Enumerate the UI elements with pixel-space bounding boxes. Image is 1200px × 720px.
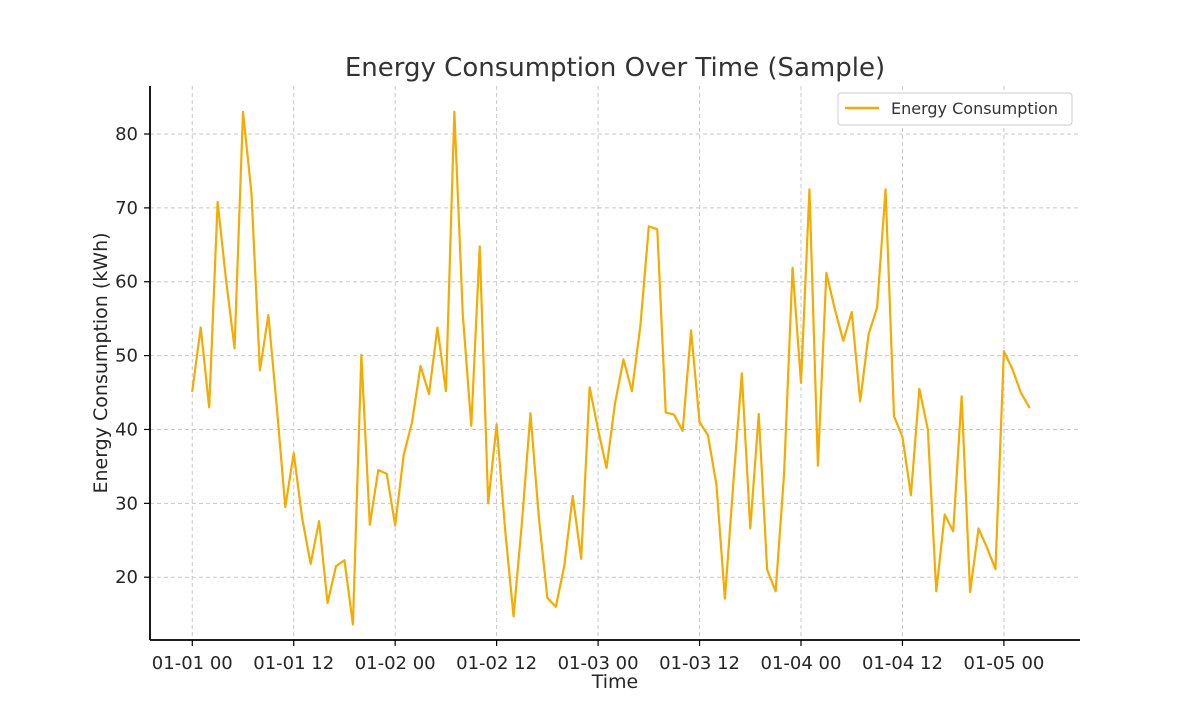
y-tick-label: 70 xyxy=(115,198,138,219)
x-ticks: 01-01 00 01-01 12 01-02 00 01-02 12 01-03 00… xyxy=(152,640,1044,674)
x-tick-label: 01-04 12 xyxy=(862,653,943,674)
y-tick-label: 40 xyxy=(115,419,138,440)
x-tick-label: 01-03 00 xyxy=(558,653,639,674)
x-tick-label: 01-05 00 xyxy=(963,653,1044,674)
x-tick-label: 01-01 00 xyxy=(152,653,233,674)
y-tick-label: 60 xyxy=(115,272,138,293)
x-tick-label: 01-01 12 xyxy=(253,653,334,674)
y-axis-label: Energy Consumption (kWh) xyxy=(90,232,112,493)
x-tick-label: 01-02 12 xyxy=(456,653,537,674)
x-gridlines xyxy=(191,86,1005,640)
y-tick-label: 80 xyxy=(115,124,138,145)
legend-label: Energy Consumption xyxy=(891,99,1058,118)
legend-box xyxy=(837,92,1073,126)
legend: Energy Consumption xyxy=(837,92,1073,126)
y-tick-label: 30 xyxy=(115,493,138,514)
series-lines xyxy=(191,110,1031,626)
y-tick-label: 50 xyxy=(115,346,138,367)
x-tick-label: 01-02 00 xyxy=(355,653,436,674)
x-axis-label: Time xyxy=(591,671,639,693)
y-tick-label: 20 xyxy=(115,567,138,588)
x-tick-label: 01-03 12 xyxy=(659,653,740,674)
y-gridlines xyxy=(150,133,1080,578)
chart-title: Energy Consumption Over Time (Sample) xyxy=(345,53,885,83)
series-line-energy-consumption xyxy=(191,110,1031,626)
y-ticks: 20 30 40 50 60 70 80 xyxy=(115,124,150,588)
x-tick-label: 01-04 00 xyxy=(761,653,842,674)
